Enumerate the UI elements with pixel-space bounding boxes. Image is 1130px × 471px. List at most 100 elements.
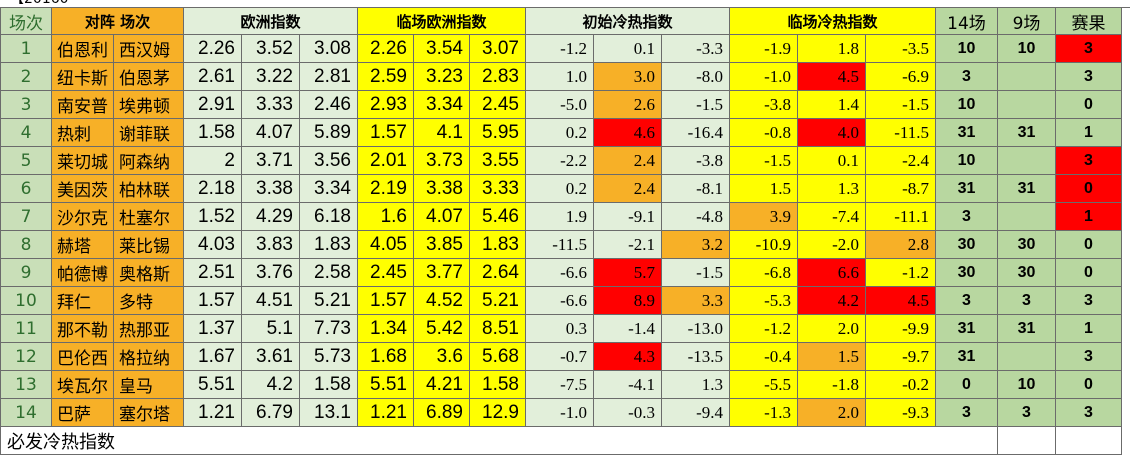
count-14: 0 xyxy=(936,371,998,399)
euro-odds: 5.73 xyxy=(300,343,358,371)
euro-odds: 1.57 xyxy=(184,287,242,315)
euro-odds: 2.18 xyxy=(184,175,242,203)
live-heat-value: 2.8 xyxy=(866,231,936,259)
euro-odds: 3.76 xyxy=(242,259,300,287)
initial-heat-value: -0.7 xyxy=(526,343,594,371)
header-14-games: 14场 xyxy=(936,8,998,35)
away-team: 多特 xyxy=(114,287,184,315)
away-team: 皇马 xyxy=(114,371,184,399)
live-heat-value: -1.8 xyxy=(798,371,866,399)
away-team: 热那亚 xyxy=(114,315,184,343)
count-9: 31 xyxy=(998,175,1056,203)
count-9: 30 xyxy=(998,259,1056,287)
home-team: 埃瓦尔 xyxy=(52,371,114,399)
count-9: 10 xyxy=(998,371,1056,399)
away-team: 杜塞尔 xyxy=(114,203,184,231)
live-euro-odds: 4.21 xyxy=(414,371,470,399)
row-index: 2 xyxy=(0,63,52,91)
header-teams: 对阵 场次 xyxy=(52,8,184,35)
initial-heat-value: -13.5 xyxy=(662,343,730,371)
row-index: 8 xyxy=(0,231,52,259)
initial-heat-value: -0.3 xyxy=(594,399,662,427)
euro-odds: 3.34 xyxy=(300,175,358,203)
live-heat-value: 4.5 xyxy=(866,287,936,315)
euro-odds: 4.51 xyxy=(242,287,300,315)
home-team: 巴萨 xyxy=(52,399,114,427)
row-index: 10 xyxy=(0,287,52,315)
count-14: 3 xyxy=(936,399,998,427)
header-live-heat-index: 临场冷热指数 xyxy=(730,8,936,35)
euro-odds: 5.51 xyxy=(184,371,242,399)
live-euro-odds: 5.46 xyxy=(470,203,526,231)
live-heat-value: 0.1 xyxy=(798,147,866,175)
euro-odds: 3.33 xyxy=(242,91,300,119)
initial-heat-value: 3.2 xyxy=(662,231,730,259)
count-14: 3 xyxy=(936,63,998,91)
live-euro-odds: 3.85 xyxy=(414,231,470,259)
live-euro-odds: 3.55 xyxy=(470,147,526,175)
initial-heat-value: 2.4 xyxy=(594,147,662,175)
euro-odds: 6.18 xyxy=(300,203,358,231)
initial-heat-value: -1.2 xyxy=(526,35,594,63)
euro-odds: 2.51 xyxy=(184,259,242,287)
euro-odds: 5.21 xyxy=(300,287,358,315)
live-heat-value: -1.2 xyxy=(866,259,936,287)
euro-odds: 2.61 xyxy=(184,63,242,91)
count-14: 30 xyxy=(936,259,998,287)
euro-odds: 1.52 xyxy=(184,203,242,231)
live-euro-odds: 1.57 xyxy=(358,287,414,315)
live-heat-value: -1.3 xyxy=(730,399,798,427)
initial-heat-value: -16.4 xyxy=(662,119,730,147)
home-team: 纽卡斯 xyxy=(52,63,114,91)
live-heat-value: -2.0 xyxy=(798,231,866,259)
initial-heat-value: 1.0 xyxy=(526,63,594,91)
count-14: 3 xyxy=(936,203,998,231)
away-team: 奥格斯 xyxy=(114,259,184,287)
live-euro-odds: 3.77 xyxy=(414,259,470,287)
initial-heat-value: 0.2 xyxy=(526,119,594,147)
row-index: 5 xyxy=(0,147,52,175)
count-14: 3 xyxy=(936,287,998,315)
live-euro-odds: 3.07 xyxy=(470,35,526,63)
live-euro-odds: 1.58 xyxy=(470,371,526,399)
live-euro-odds: 1.34 xyxy=(358,315,414,343)
row-index: 9 xyxy=(0,259,52,287)
euro-odds: 3.61 xyxy=(242,343,300,371)
match-result: 3 xyxy=(1056,287,1122,315)
row-index: 11 xyxy=(0,315,52,343)
match-result: 1 xyxy=(1056,119,1122,147)
live-euro-odds: 5.42 xyxy=(414,315,470,343)
live-heat-value: -9.3 xyxy=(866,399,936,427)
live-heat-value: -3.8 xyxy=(730,91,798,119)
count-14: 10 xyxy=(936,35,998,63)
live-heat-value: -2.4 xyxy=(866,147,936,175)
initial-heat-value: 8.9 xyxy=(594,287,662,315)
match-result: 0 xyxy=(1056,175,1122,203)
initial-heat-value: -5.0 xyxy=(526,91,594,119)
count-9: 3 xyxy=(998,287,1056,315)
footer-cell-result xyxy=(1056,427,1122,455)
away-team: 格拉纳 xyxy=(114,343,184,371)
live-euro-odds: 4.1 xyxy=(414,119,470,147)
count-9: 31 xyxy=(998,119,1056,147)
home-team: 伯恩利 xyxy=(52,35,114,63)
live-heat-value: 1.4 xyxy=(798,91,866,119)
live-heat-value: 2.0 xyxy=(798,399,866,427)
count-9 xyxy=(998,91,1056,119)
footer-cell-9 xyxy=(998,427,1056,455)
away-team: 莱比锡 xyxy=(114,231,184,259)
live-euro-odds: 3.54 xyxy=(414,35,470,63)
count-14: 30 xyxy=(936,231,998,259)
live-heat-value: 1.5 xyxy=(798,343,866,371)
match-result: 0 xyxy=(1056,91,1122,119)
live-euro-odds: 1.6 xyxy=(358,203,414,231)
row-index: 4 xyxy=(0,119,52,147)
euro-odds: 5.89 xyxy=(300,119,358,147)
top-border-line xyxy=(0,7,1130,8)
live-euro-odds: 3.38 xyxy=(414,175,470,203)
home-team: 沙尔克 xyxy=(52,203,114,231)
home-team: 美因茨 xyxy=(52,175,114,203)
count-9: 30 xyxy=(998,231,1056,259)
euro-odds: 3.71 xyxy=(242,147,300,175)
count-9: 31 xyxy=(998,315,1056,343)
